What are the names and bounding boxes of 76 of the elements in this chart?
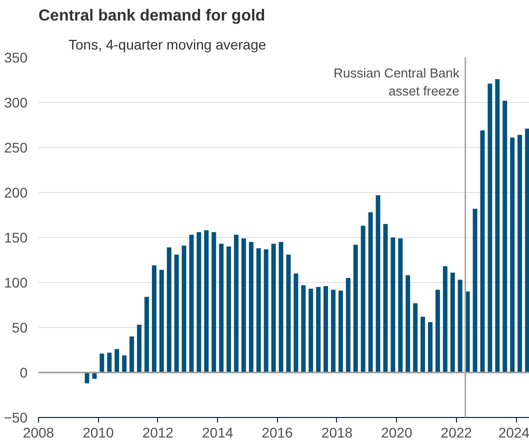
bar [107,352,112,372]
bar [219,244,224,372]
bar [144,296,149,372]
bar [331,290,336,372]
bar [166,247,172,372]
bar [264,249,268,372]
bar [428,322,432,372]
y-tick-label: 50 [12,320,28,336]
bar [420,316,426,372]
bar [450,272,455,372]
y-tick-label: 300 [4,94,28,110]
bar [137,324,142,372]
x-tick-label: 2022 [440,424,472,440]
bar [248,242,254,372]
bar [472,208,478,372]
bar [406,275,410,372]
x-tick-label: 2016 [262,424,294,440]
bar [204,230,209,372]
bar [346,278,350,372]
x-tick-label: 2018 [321,424,353,440]
bar [502,100,508,372]
bar [114,349,120,372]
x-tick-label: 2014 [202,424,234,440]
bar [256,248,261,372]
x-tick-label: 2012 [142,424,174,440]
x-tick-label: 2010 [82,424,114,440]
chart-title: Central bank demand for gold [38,8,266,24]
bar [488,84,492,372]
bar [353,244,358,372]
bar [122,355,127,372]
y-tick-label: −50 [4,410,28,426]
bar [174,254,179,372]
bar [398,238,403,372]
bar [212,232,216,372]
y-tick-label: 100 [4,274,28,290]
bar [413,303,418,372]
x-tick-label: 2008 [22,424,54,440]
bar [435,290,440,372]
bar [241,238,246,372]
bar [368,212,373,372]
bar [278,242,284,372]
y-tick-label: 200 [4,184,28,200]
bar [286,254,291,372]
bar [324,286,328,372]
bar [518,134,522,372]
bar [189,234,194,372]
y-tick-label: 250 [4,140,28,156]
y-tick-label: 150 [4,230,28,246]
bar [308,288,314,372]
bar [495,79,500,372]
bar [196,232,202,372]
bar [294,274,298,372]
bar [458,280,462,372]
ref-line-label: Russian Central Bank asset freeze [334,66,460,98]
bar [376,195,380,372]
bar [271,244,276,372]
bar [301,285,306,372]
bar [226,246,232,372]
bar [383,224,388,372]
bar [338,290,343,372]
bar [159,270,164,372]
bar [390,238,396,372]
bar [234,234,238,372]
bar [442,266,448,372]
y-tick-label: 0 [20,364,28,380]
bar [525,128,529,372]
bar [316,287,321,372]
chart-subtitle: Tons, 4-quarter moving average [68,36,266,52]
x-tick-label: 2024 [498,424,529,440]
bar [100,354,104,372]
y-tick-label: 350 [4,50,28,66]
bar [130,336,134,372]
x-tick-label: 2020 [381,424,412,440]
bar [360,226,366,372]
bar [152,265,156,372]
bar [510,138,515,372]
